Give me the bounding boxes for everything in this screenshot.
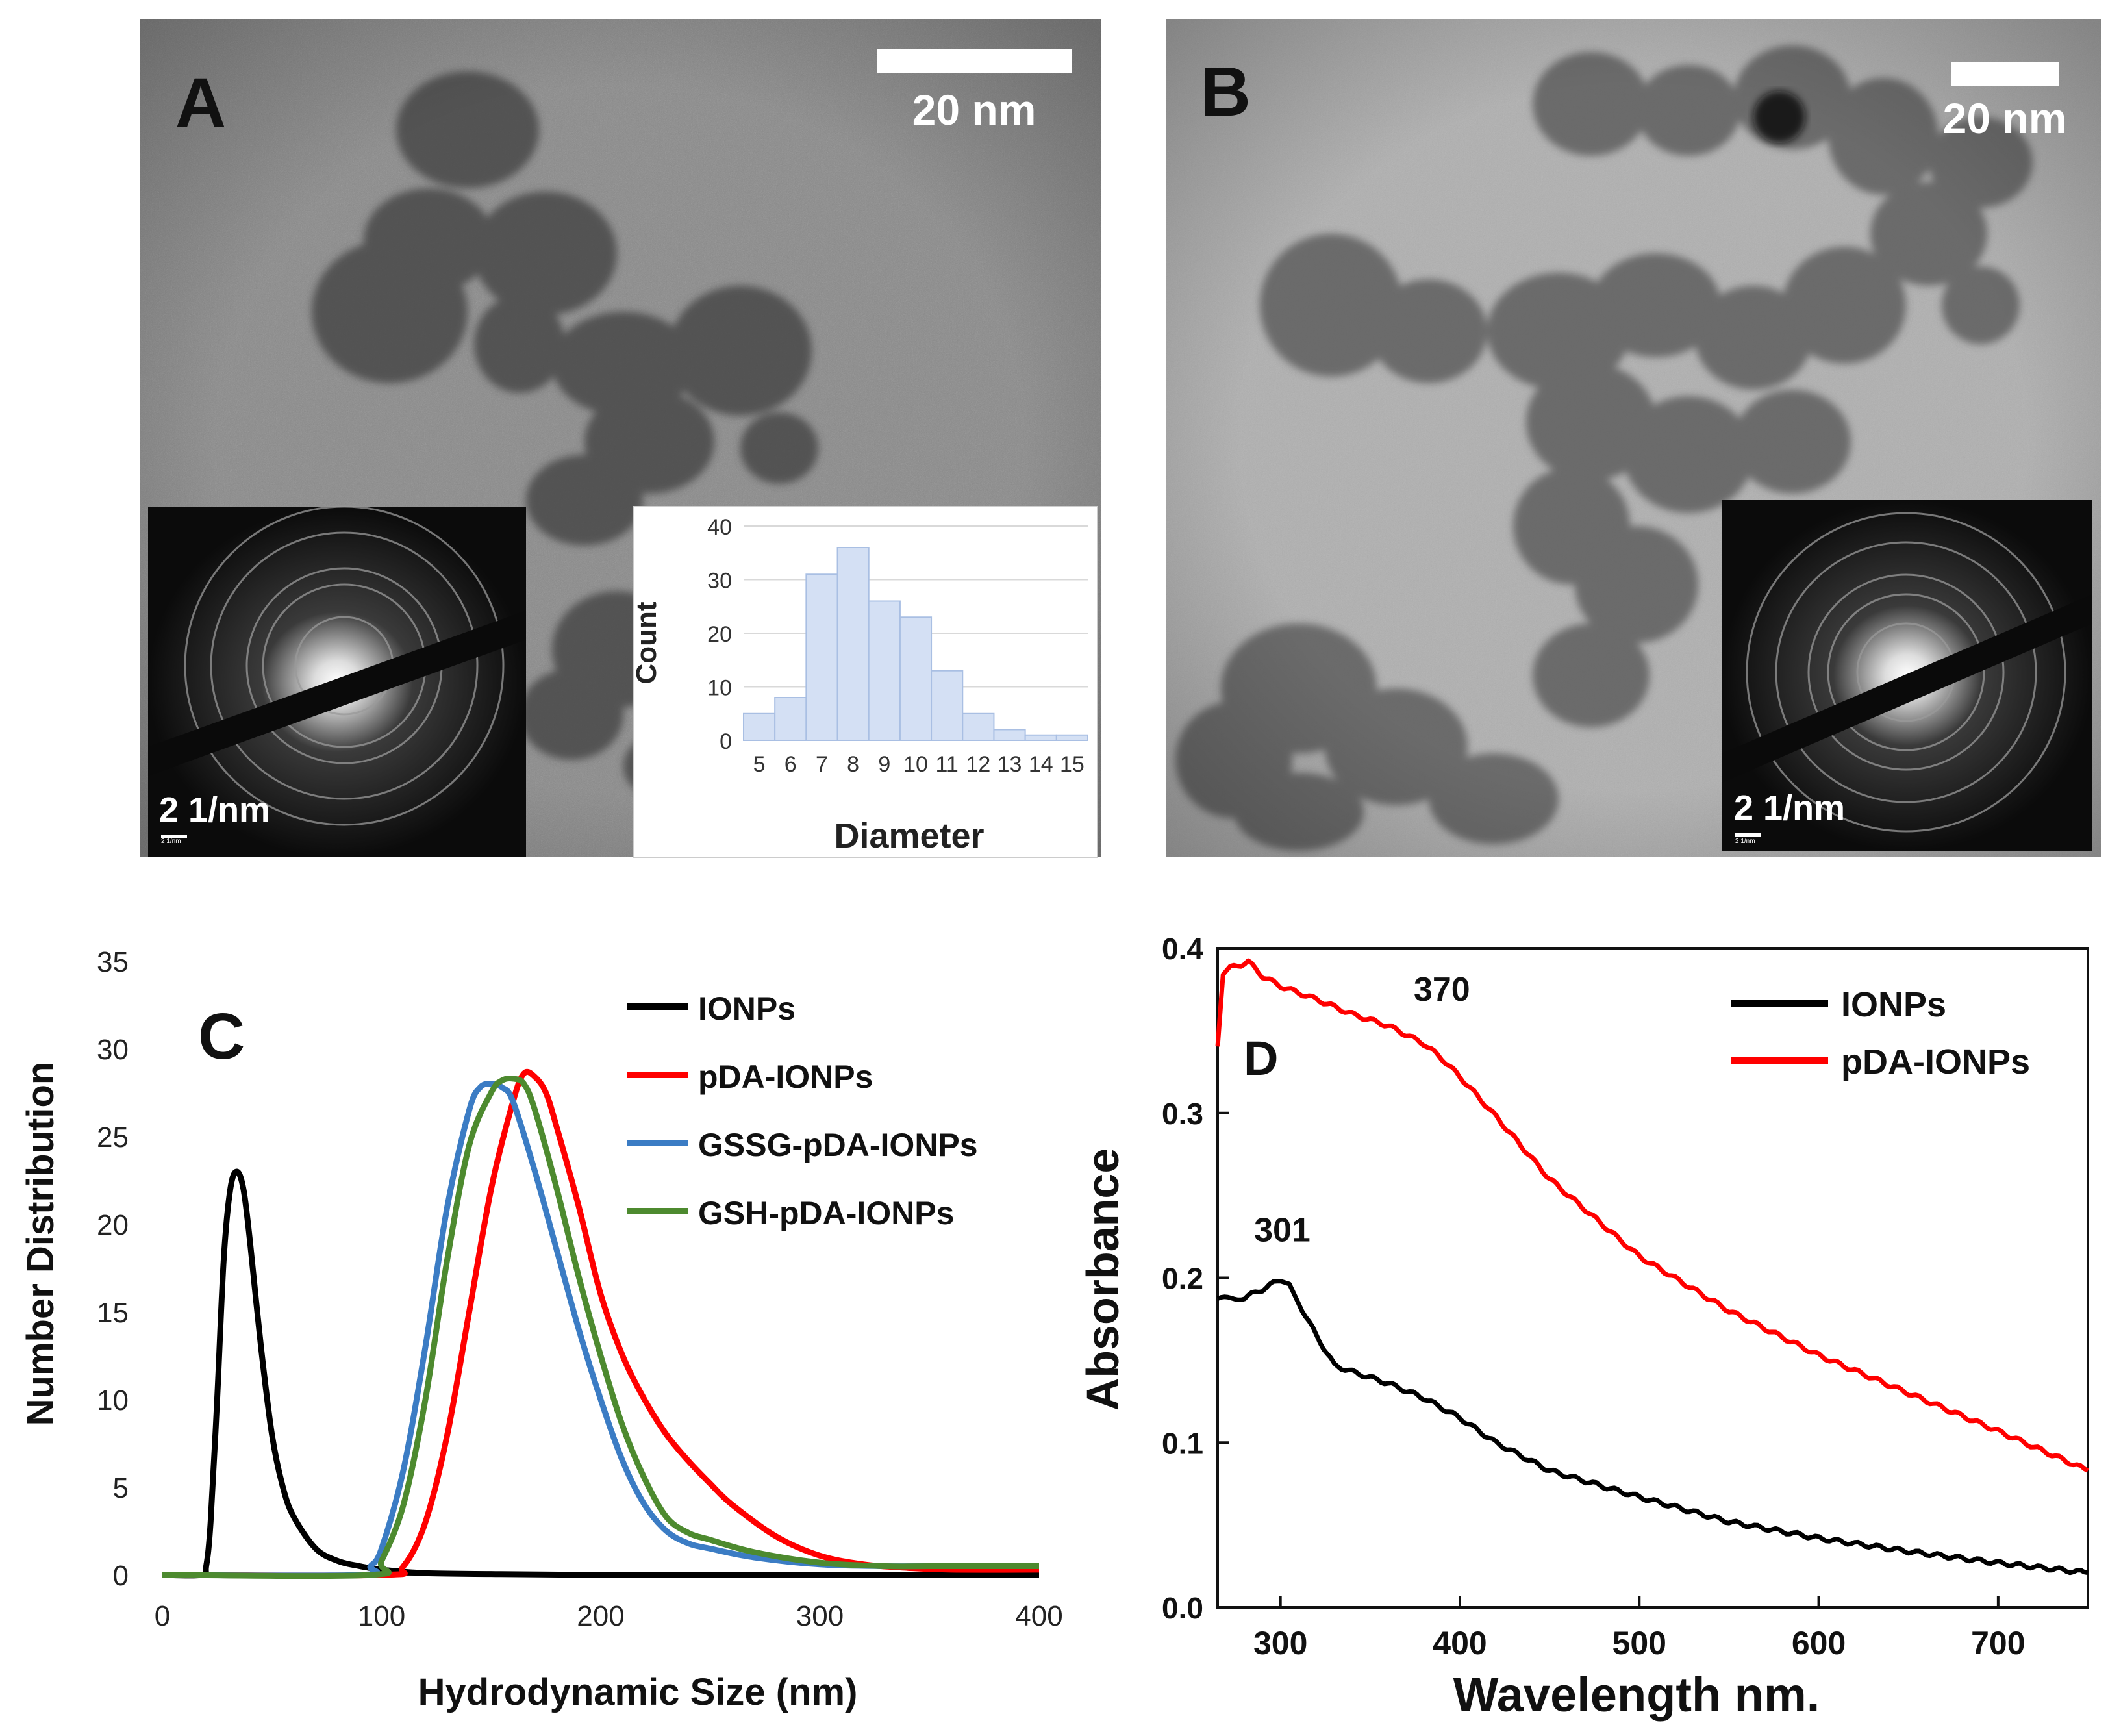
hist-bar xyxy=(774,697,807,741)
saed-inset-a: 2 1/nm 2 1/nm xyxy=(148,505,526,857)
uv-ytick-label: 0.0 xyxy=(1162,1591,1203,1625)
hist-xtick-label: 8 xyxy=(847,752,859,777)
hist-bar xyxy=(899,616,933,741)
saed-scale-label-a: 2 1/nm xyxy=(159,790,270,829)
dls-legend-label: GSSG-pDA-IONPs xyxy=(698,1127,978,1163)
dls-xtick-label: 200 xyxy=(577,1600,624,1632)
uv-xtick-label: 700 xyxy=(1971,1625,2025,1661)
panel-c-chart: 0 5 10 15 20 25 30 35 0 100 200 300 400 Number Distr… xyxy=(19,946,1063,1713)
uv-peak-annotation: 370 xyxy=(1414,971,1470,1009)
panel-label-d: D xyxy=(1244,1031,1278,1085)
uv-xlabel: Wavelength nm. xyxy=(1453,1668,1820,1722)
histogram-inset: 0 10 20 30 40 5 6 7 8 9 10 11 12 13 14 15 Count Diamet… xyxy=(631,506,1098,858)
panel-label-a: A xyxy=(175,63,226,142)
hist-xtick-label: 15 xyxy=(1060,752,1085,777)
dls-xtick-label: 400 xyxy=(1015,1600,1062,1632)
dls-series-line xyxy=(162,1081,1039,1579)
uv-xtick-label: 300 xyxy=(1253,1625,1307,1661)
hist-bar xyxy=(836,547,870,741)
hist-xtick-label: 12 xyxy=(966,752,990,777)
hist-xtick-label: 5 xyxy=(753,752,766,777)
dls-ytick-label: 5 xyxy=(113,1472,129,1504)
hist-xtick-label: 13 xyxy=(998,752,1022,777)
dls-xtick-label: 0 xyxy=(155,1600,170,1632)
dls-ylabel: Number Distribution xyxy=(19,1062,62,1426)
dls-series-line xyxy=(162,1075,1039,1579)
dls-series-line xyxy=(162,1068,1040,1579)
panel-a: A 20 nm 2 1/nm 2 1/nm 0 10 20 30 40 5 6 7 8 9 10 xyxy=(140,19,1101,858)
uv-legend-label: IONPs xyxy=(1841,985,1946,1024)
saed-scale-label-b: 2 1/nm xyxy=(1734,788,1845,827)
hist-ytick-label: 0 xyxy=(720,729,732,754)
hist-bar xyxy=(868,600,901,741)
uv-legend: IONPs pDA-IONPs xyxy=(1731,985,2030,1081)
uv-ytick-label: 0.1 xyxy=(1162,1426,1203,1460)
hist-bar xyxy=(1024,734,1057,741)
uv-ylabel: Absorbance xyxy=(1077,1148,1128,1411)
uv-xtick-label: 500 xyxy=(1612,1625,1666,1661)
hist-ytick-label: 20 xyxy=(707,622,732,647)
dls-xlabel: Hydrodynamic Size (nm) xyxy=(418,1671,858,1713)
dls-series-line xyxy=(162,1168,1039,1579)
saed-tiny-label-a: 2 1/nm xyxy=(161,838,181,845)
hist-bar xyxy=(743,712,776,741)
uv-xtick-label: 600 xyxy=(1792,1625,1846,1661)
hist-xtick-label: 6 xyxy=(784,752,797,777)
hist-bar xyxy=(993,729,1026,741)
dls-ytick-label: 0 xyxy=(113,1560,129,1592)
uv-series-line xyxy=(1216,1279,2089,1576)
panel-b: B 20 nm 2 1/nm 2 1/nm xyxy=(1166,19,2101,857)
scalebar-b xyxy=(1951,62,2059,86)
uv-series-line xyxy=(1215,958,2089,1473)
hist-xtick-label: 14 xyxy=(1029,752,1053,777)
dls-legend-label: pDA-IONPs xyxy=(698,1059,873,1095)
uv-ytick-label: 0.2 xyxy=(1162,1262,1203,1296)
dls-ytick-label: 15 xyxy=(97,1297,129,1329)
scalebar-label-b: 20 nm xyxy=(1943,94,2067,142)
dls-xtick-label: 300 xyxy=(796,1600,844,1632)
uv-peak-annotation: 301 xyxy=(1254,1212,1311,1250)
uv-ytick-label: 0.4 xyxy=(1162,932,1203,966)
hist-bar xyxy=(931,670,964,741)
uv-xtick-label: 400 xyxy=(1433,1625,1487,1661)
hist-xtick-label: 7 xyxy=(816,752,828,777)
hist-ytick-label: 40 xyxy=(707,515,732,540)
panel-label-c: C xyxy=(198,1000,245,1073)
panel-d-chart: 0.0 0.1 0.2 0.3 0.4 300 400 500 600 700 370 301 Ab… xyxy=(1077,932,2089,1722)
dls-ytick-label: 25 xyxy=(97,1122,129,1153)
hist-bar xyxy=(1055,734,1089,741)
uv-legend-label: pDA-IONPs xyxy=(1841,1042,2030,1081)
scalebar-a xyxy=(877,49,1072,73)
hist-xtick-label: 10 xyxy=(903,752,928,777)
dls-legend-label: IONPs xyxy=(698,990,796,1027)
uv-ytick-label: 0.3 xyxy=(1162,1097,1203,1131)
dls-ytick-label: 35 xyxy=(97,946,129,978)
dls-xtick-label: 100 xyxy=(358,1600,405,1632)
dls-ytick-label: 10 xyxy=(97,1385,129,1416)
panel-label-b: B xyxy=(1200,52,1251,131)
hist-ytick-label: 10 xyxy=(707,676,732,701)
hist-xtick-label: 9 xyxy=(878,752,890,777)
hist-bar xyxy=(962,712,995,741)
saed-tiny-label-b: 2 1/nm xyxy=(1735,838,1755,845)
hist-xlabel: Diameter xyxy=(834,816,984,855)
hist-xtick-label: 11 xyxy=(936,752,959,777)
dls-ytick-label: 30 xyxy=(97,1034,129,1066)
hist-bar xyxy=(805,573,838,741)
dls-legend-label: GSH-pDA-IONPs xyxy=(698,1195,954,1231)
dls-legend: IONPs pDA-IONPs GSSG-pDA-IONPs GSH-pDA-IONP… xyxy=(627,990,978,1231)
dls-ytick-label: 20 xyxy=(97,1209,129,1241)
scalebar-label-a: 20 nm xyxy=(912,86,1036,134)
hist-ylabel: Count xyxy=(631,601,662,684)
hist-ytick-label: 30 xyxy=(707,569,732,594)
saed-inset-b: 2 1/nm 2 1/nm xyxy=(1722,500,2092,851)
